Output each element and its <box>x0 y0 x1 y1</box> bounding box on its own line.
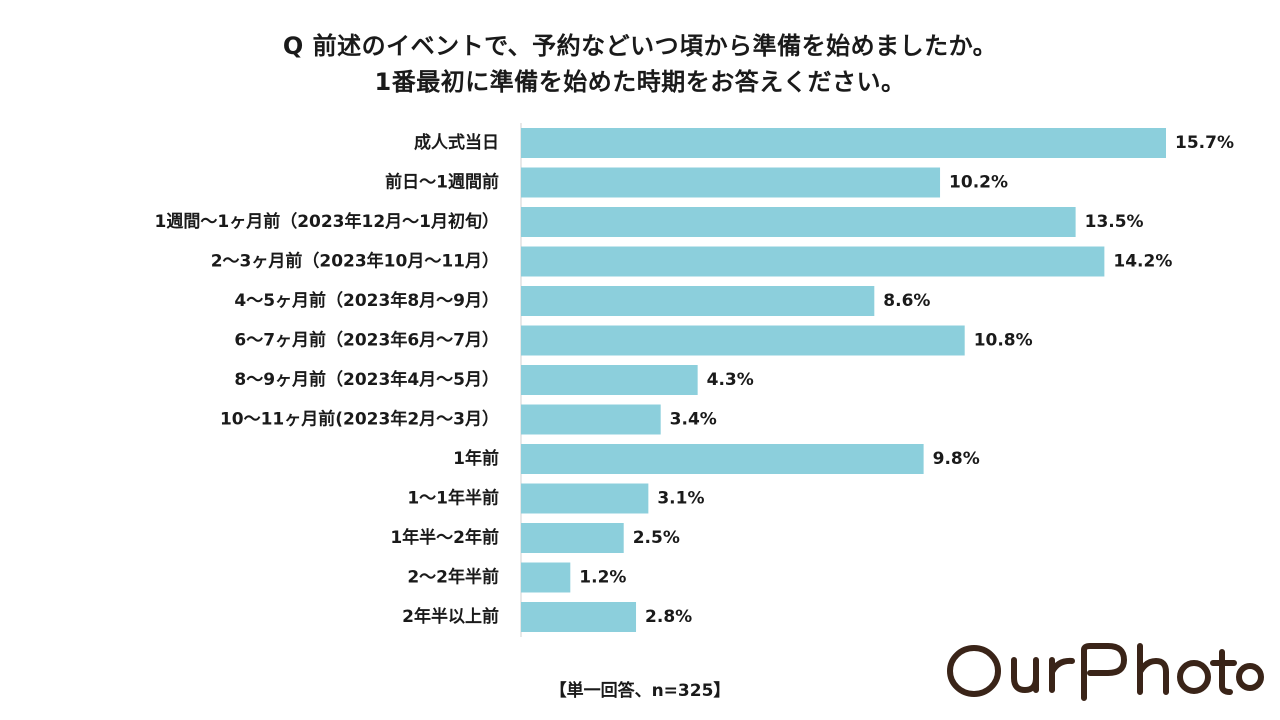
value-label: 14.2% <box>1113 252 1172 272</box>
value-label: 13.5% <box>1085 212 1144 232</box>
bar <box>521 167 941 198</box>
value-label: 3.1% <box>657 489 704 509</box>
value-label: 8.6% <box>883 291 930 311</box>
category-label: 4〜5ヶ月前（2023年8月〜9月） <box>234 290 499 311</box>
bar <box>521 562 571 593</box>
category-label: 成人式当日 <box>414 132 499 153</box>
ourphoto-logo: OurPhoto <box>944 640 1264 702</box>
footnote: 【単一回答、n=325】 <box>549 681 731 701</box>
category-label: 8〜9ヶ月前（2023年4月〜5月） <box>234 369 499 390</box>
bar <box>521 246 1105 277</box>
value-label: 3.4% <box>670 410 717 430</box>
category-label: 1年半〜2年前 <box>390 527 499 548</box>
bar <box>521 325 965 356</box>
value-label: 1.2% <box>579 568 626 588</box>
value-label: 10.8% <box>974 331 1033 351</box>
category-label: 6〜7ヶ月前（2023年6月〜7月） <box>234 330 499 351</box>
bar <box>521 523 624 553</box>
bar <box>521 207 1076 237</box>
value-label: 9.8% <box>933 449 980 469</box>
value-label: 10.2% <box>949 173 1008 193</box>
value-label: 2.5% <box>633 528 680 548</box>
bar <box>521 602 637 632</box>
category-label: 2年半以上前 <box>402 606 499 627</box>
category-label: 1年前 <box>453 448 499 469</box>
bar <box>521 444 924 474</box>
bar <box>521 286 875 316</box>
category-label: 2〜3ヶ月前（2023年10月〜11月） <box>211 251 499 272</box>
category-label: 10〜11ヶ月前(2023年2月〜3月） <box>220 409 499 430</box>
category-label: 2〜2年半前 <box>407 567 499 588</box>
value-label: 2.8% <box>645 607 692 627</box>
bar <box>521 483 649 514</box>
value-label: 4.3% <box>707 370 754 390</box>
category-label: 1週間〜1ヶ月前（2023年12月〜1月初旬） <box>155 211 499 232</box>
chart-title-line-1: Q 前述のイベントで、予約などいつ頃から準備を始めましたか。 <box>282 32 998 60</box>
bar <box>521 128 1166 158</box>
category-label: 1〜1年半前 <box>407 488 499 509</box>
ourphoto-logo-mark <box>947 643 1264 701</box>
value-label: 15.7% <box>1175 133 1234 153</box>
category-label: 前日〜1週間前 <box>385 172 499 193</box>
bar <box>521 404 661 435</box>
chart-title-line-2: 1番最初に準備を始めた時期をお答えください。 <box>374 68 906 96</box>
bar <box>521 365 698 395</box>
